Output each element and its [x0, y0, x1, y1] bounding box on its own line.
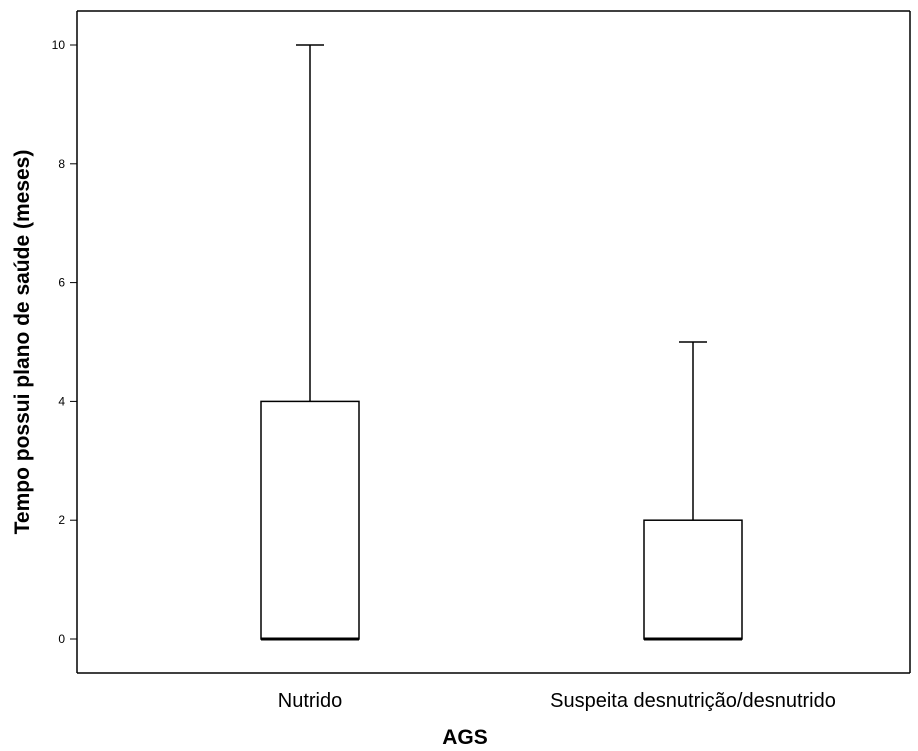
box-group: [643, 341, 743, 641]
x-axis-categories: Nutrido Suspeita desnutrição/desnutrido: [278, 690, 836, 712]
iqr-box: [260, 400, 360, 640]
x-category-label: Suspeita desnutrição/desnutrido: [550, 690, 836, 712]
y-tick-label: 0: [58, 632, 65, 646]
y-tick-label: 6: [58, 276, 65, 290]
x-category-label: Nutrido: [278, 690, 342, 712]
y-axis-title: Tempo possui plano de saúde (meses): [11, 150, 34, 535]
x-axis-title: AGS: [442, 726, 488, 749]
box-series: [260, 44, 743, 641]
y-tick-label: 2: [58, 513, 65, 527]
y-axis-ticks: 0 2 4 6 8 10: [52, 38, 77, 646]
box-group: [260, 44, 360, 641]
y-tick-label: 10: [52, 38, 66, 52]
iqr-box: [643, 519, 743, 640]
y-tick-label: 4: [58, 394, 65, 408]
y-tick-label: 8: [58, 157, 65, 171]
plot-frame: [76, 10, 911, 674]
